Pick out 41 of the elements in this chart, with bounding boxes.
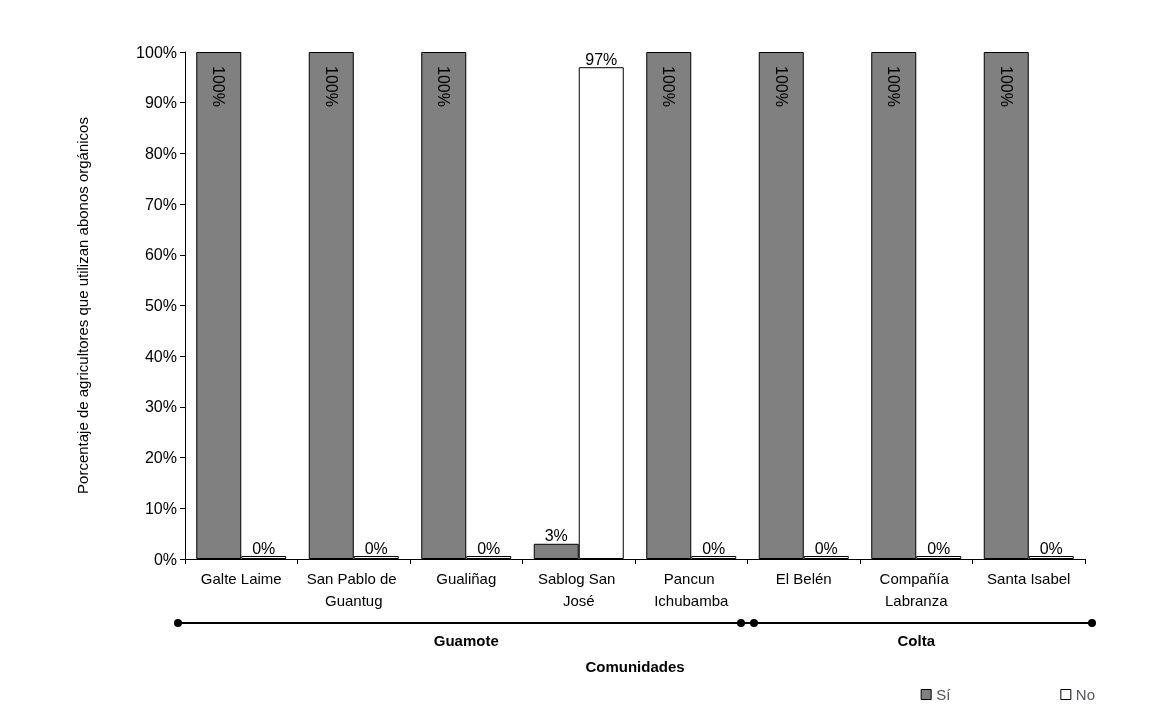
x-axis-title: Comunidades bbox=[585, 658, 685, 675]
data-label: 100% bbox=[885, 66, 903, 107]
data-label: 0% bbox=[364, 539, 388, 557]
data-label: 100% bbox=[660, 66, 678, 107]
x-tick-label: Gualiñag bbox=[436, 569, 497, 587]
y-tick-label: 60% bbox=[144, 246, 177, 264]
legend-label: No bbox=[1075, 686, 1096, 703]
data-label: 0% bbox=[1039, 539, 1063, 557]
x-tick-label: Santa Isabel bbox=[987, 569, 1071, 587]
x-tick-label: Galte Laime bbox=[200, 569, 282, 587]
data-label: 0% bbox=[477, 539, 501, 557]
data-label: 100% bbox=[997, 66, 1015, 107]
data-label: 100% bbox=[322, 66, 340, 107]
y-axis-title: Porcentaje de agricultores que utilizan abonos orgánicos bbox=[74, 117, 91, 494]
data-label: 0% bbox=[814, 539, 838, 557]
data-label: 0% bbox=[702, 539, 726, 557]
legend-label: Sí bbox=[936, 686, 952, 703]
y-tick-label: 10% bbox=[144, 499, 177, 517]
data-label: 0% bbox=[252, 539, 276, 557]
x-tick-label: El Belén bbox=[775, 569, 832, 587]
y-tick-label: 40% bbox=[144, 347, 177, 365]
data-label: 100% bbox=[435, 66, 453, 107]
x-tick-label: San Pablo de Guantug bbox=[306, 569, 401, 609]
data-label: 100% bbox=[772, 66, 790, 107]
y-tick-label: 70% bbox=[144, 195, 177, 213]
y-tick-label: 100% bbox=[136, 43, 177, 61]
text: Guamote bbox=[432, 632, 500, 649]
y-tick-label: 90% bbox=[144, 94, 177, 112]
x-tick-label: Sablog San José bbox=[537, 569, 620, 609]
data-label: 100% bbox=[210, 66, 228, 107]
y-tick-label: 20% bbox=[144, 449, 177, 467]
y-tick-label: 0% bbox=[153, 550, 177, 568]
x-tick-label: Pancun Ichubamba bbox=[654, 569, 730, 609]
data-label: 3% bbox=[544, 527, 568, 545]
data-label: 0% bbox=[927, 539, 951, 557]
y-tick-label: 50% bbox=[144, 297, 177, 314]
text: Colta bbox=[896, 632, 936, 649]
data-label: 97% bbox=[585, 50, 618, 68]
x-tick-label: Compañía Labranza bbox=[879, 569, 953, 609]
y-tick-label: 30% bbox=[144, 398, 177, 416]
y-tick-label: 80% bbox=[144, 144, 177, 162]
